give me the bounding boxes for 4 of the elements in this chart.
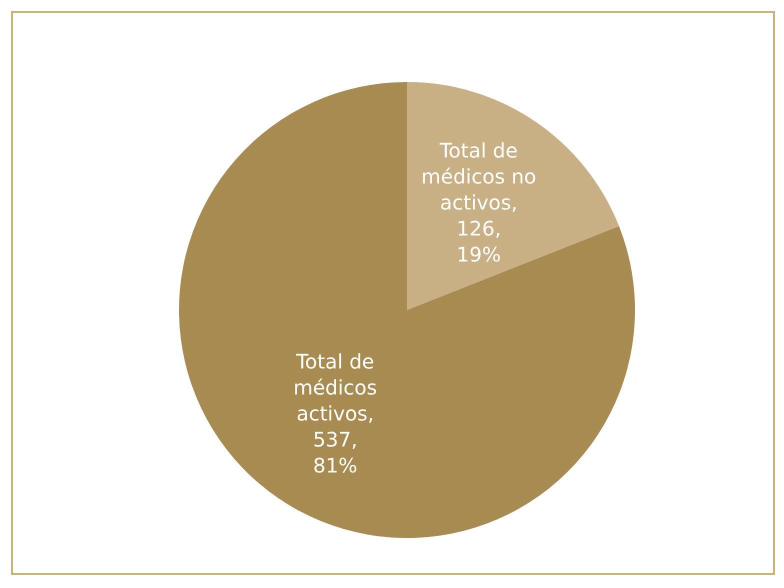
slice-label: Total de médicos no activos, 126, 19% xyxy=(421,138,536,267)
slice-label: Total de médicos activos, 537, 81% xyxy=(293,350,378,478)
pie-slice xyxy=(179,82,635,538)
pie-slice xyxy=(407,82,620,310)
